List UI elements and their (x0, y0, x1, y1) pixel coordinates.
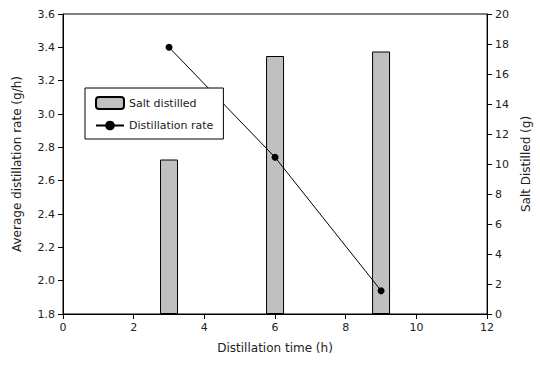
svg-text:10: 10 (409, 321, 423, 334)
svg-text:4: 4 (495, 248, 502, 261)
svg-text:1.8: 1.8 (38, 308, 56, 321)
svg-text:16: 16 (495, 68, 509, 81)
svg-text:2.6: 2.6 (38, 174, 56, 187)
svg-text:12: 12 (495, 128, 509, 141)
svg-text:0: 0 (495, 308, 502, 321)
svg-text:3.2: 3.2 (38, 74, 56, 87)
svg-text:12: 12 (480, 321, 494, 334)
svg-text:8: 8 (342, 321, 349, 334)
svg-text:6: 6 (495, 218, 502, 231)
svg-text:2.8: 2.8 (38, 141, 56, 154)
svg-text:10: 10 (495, 158, 509, 171)
svg-text:3.4: 3.4 (38, 41, 56, 54)
svg-text:2.2: 2.2 (38, 241, 56, 254)
svg-text:20: 20 (495, 8, 509, 21)
svg-text:2.4: 2.4 (38, 208, 56, 221)
svg-text:Salt Distilled (g): Salt Distilled (g) (519, 116, 533, 212)
svg-text:4: 4 (201, 321, 208, 334)
svg-text:14: 14 (495, 98, 509, 111)
svg-text:2: 2 (495, 278, 502, 291)
svg-text:6: 6 (272, 321, 279, 334)
svg-text:3.6: 3.6 (38, 8, 56, 21)
svg-text:Distillation time (h): Distillation time (h) (217, 341, 333, 355)
svg-text:8: 8 (495, 188, 502, 201)
svg-text:Distillation rate: Distillation rate (129, 119, 214, 132)
svg-text:18: 18 (495, 38, 509, 51)
svg-text:3.0: 3.0 (38, 108, 56, 121)
svg-text:2.0: 2.0 (38, 274, 56, 287)
svg-text:Salt distilled: Salt distilled (129, 97, 197, 110)
svg-text:2: 2 (130, 321, 137, 334)
svg-text:Average distillation rate (g/h: Average distillation rate (g/h) (10, 76, 24, 252)
svg-text:0: 0 (60, 321, 67, 334)
